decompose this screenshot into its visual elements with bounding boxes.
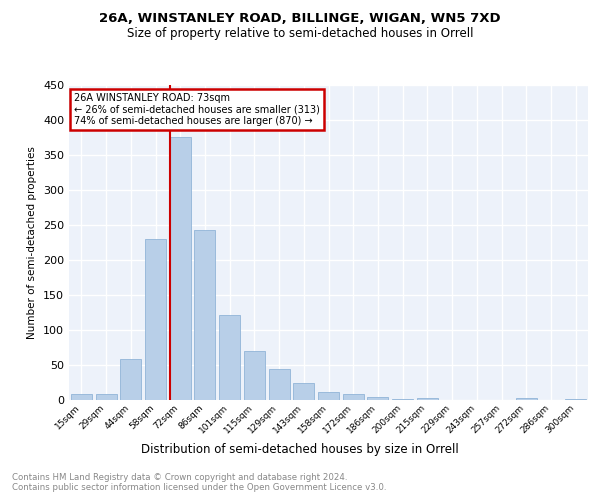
Bar [194,230,215,400]
Y-axis label: Number of semi-detached properties: Number of semi-detached properties [28,146,37,339]
Bar [318,392,339,400]
Bar [71,394,92,400]
Text: Distribution of semi-detached houses by size in Orrell: Distribution of semi-detached houses by … [141,442,459,456]
Bar [293,382,314,400]
Bar [565,398,586,400]
Bar [95,394,116,400]
Bar [244,351,265,400]
Bar [367,396,388,400]
Bar [120,360,141,400]
Bar [219,316,240,400]
Text: 26A WINSTANLEY ROAD: 73sqm
← 26% of semi-detached houses are smaller (313)
74% o: 26A WINSTANLEY ROAD: 73sqm ← 26% of semi… [74,93,320,126]
Bar [516,398,537,400]
Text: Size of property relative to semi-detached houses in Orrell: Size of property relative to semi-detach… [127,28,473,40]
Bar [417,398,438,400]
Text: Contains HM Land Registry data © Crown copyright and database right 2024.
Contai: Contains HM Land Registry data © Crown c… [12,472,386,492]
Bar [145,239,166,400]
Bar [269,368,290,400]
Text: 26A, WINSTANLEY ROAD, BILLINGE, WIGAN, WN5 7XD: 26A, WINSTANLEY ROAD, BILLINGE, WIGAN, W… [99,12,501,26]
Bar [343,394,364,400]
Bar [170,138,191,400]
